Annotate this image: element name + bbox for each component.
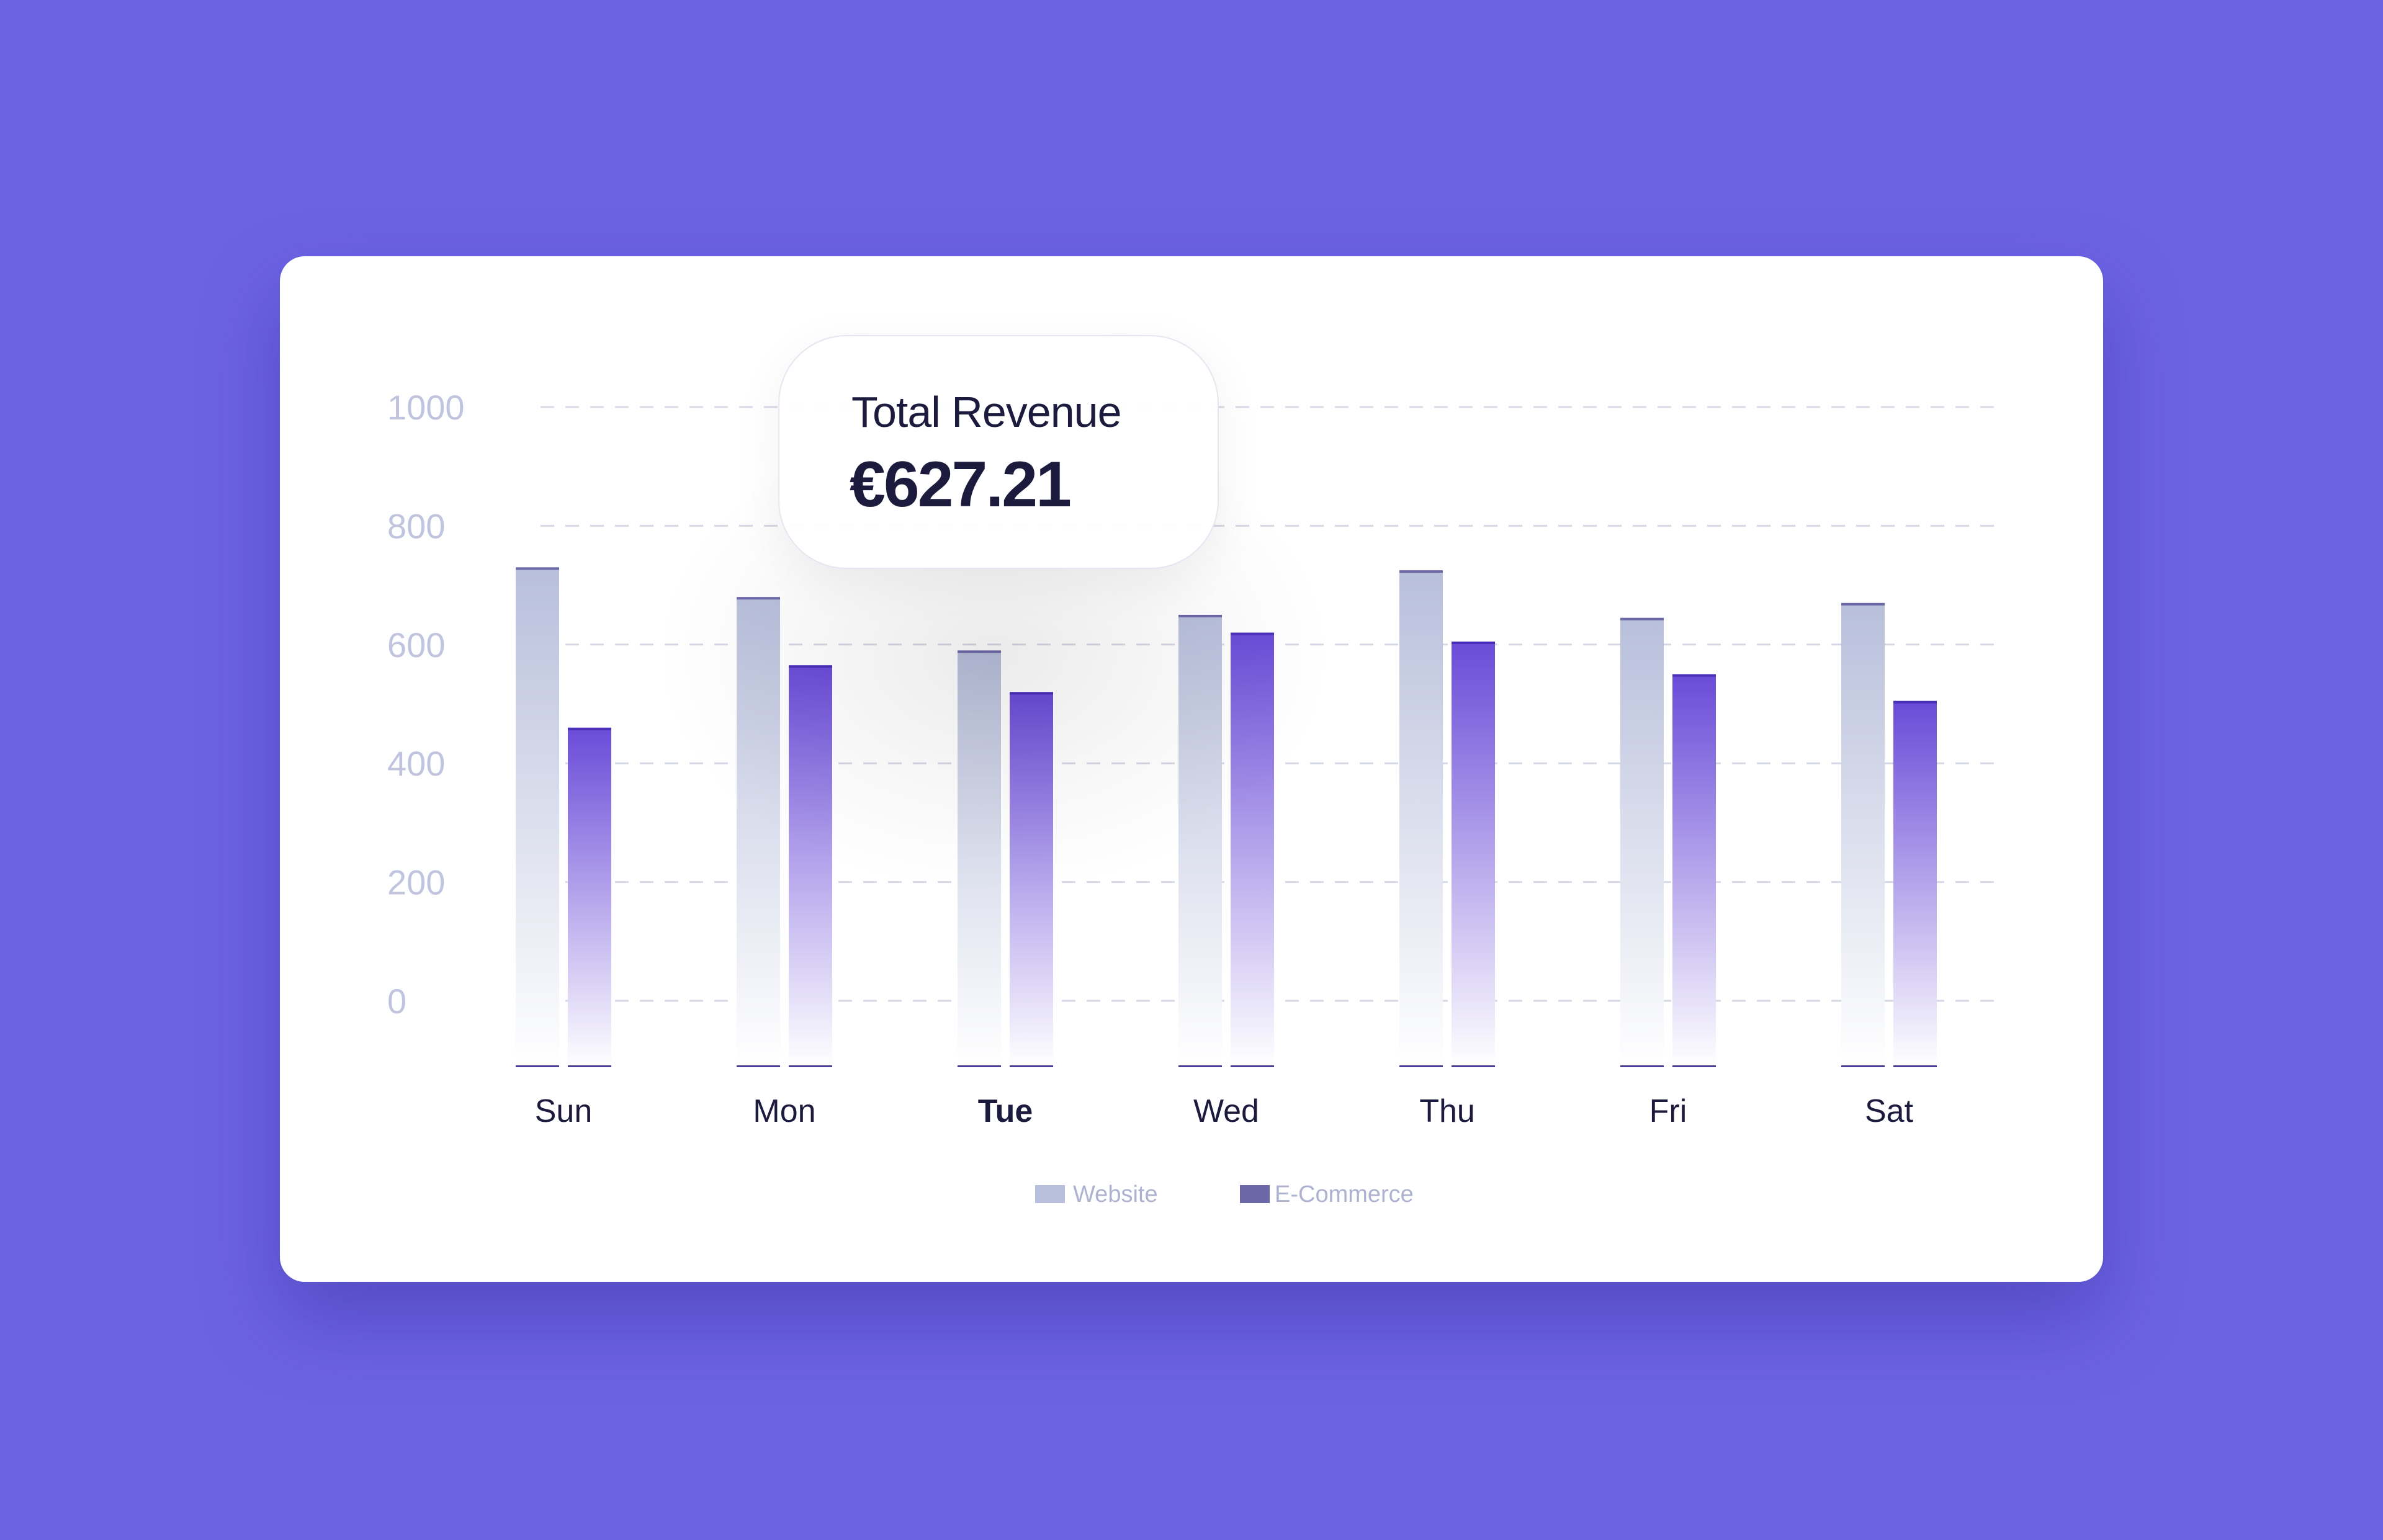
- revenue-tooltip: Total Revenue €627.21: [778, 335, 1219, 569]
- bar-fill: [958, 650, 1001, 1067]
- bar-baseline: [1452, 1065, 1495, 1067]
- bar-top-cap: [1672, 674, 1716, 677]
- y-tick-label: 800: [387, 506, 445, 545]
- y-tick-label: 200: [387, 863, 445, 902]
- y-tick-label: 600: [387, 625, 445, 665]
- bar-top-cap: [1452, 642, 1495, 645]
- bar-baseline: [568, 1065, 611, 1067]
- x-tick-label-thu: Thu: [1419, 1093, 1475, 1129]
- bar-baseline: [1893, 1065, 1937, 1067]
- bar-website-fri[interactable]: [1620, 617, 1664, 1067]
- legend-item-website: Website: [1035, 1181, 1158, 1207]
- bar-website-mon[interactable]: [737, 597, 780, 1067]
- bar-baseline: [958, 1065, 1001, 1067]
- bar-fill: [516, 567, 559, 1067]
- bar-top-cap: [1893, 701, 1937, 704]
- bar-baseline: [1620, 1065, 1664, 1067]
- bar-top-cap: [789, 665, 832, 668]
- bar-top-cap: [1399, 570, 1443, 573]
- chart-legend: Website E-Commerce: [1035, 1181, 1414, 1207]
- bar-top-cap: [1620, 617, 1664, 620]
- y-tick-label: 1000: [387, 388, 465, 427]
- bar-top-cap: [1231, 632, 1274, 635]
- bar-fill: [1841, 602, 1885, 1067]
- legend-swatch: [1035, 1185, 1065, 1203]
- bar-top-cap: [958, 650, 1001, 653]
- bar-fill: [1672, 674, 1716, 1067]
- bar-top-cap: [516, 567, 559, 570]
- bar-top-cap: [1178, 614, 1222, 617]
- bar-baseline: [1178, 1065, 1222, 1067]
- bar-baseline: [1399, 1065, 1443, 1067]
- legend-label: E-Commerce: [1275, 1181, 1414, 1207]
- bar-top-cap: [1010, 692, 1053, 695]
- bar-website-sun[interactable]: [516, 567, 559, 1067]
- legend-label: Website: [1073, 1181, 1158, 1207]
- bar-ecommerce-sat[interactable]: [1893, 701, 1937, 1067]
- bar-ecommerce-fri[interactable]: [1672, 674, 1716, 1067]
- bar-ecommerce-tue[interactable]: [1010, 692, 1053, 1067]
- x-tick-label-fri: Fri: [1649, 1093, 1687, 1129]
- legend-item-ecommerce: E-Commerce: [1240, 1181, 1414, 1207]
- bar-fill: [568, 727, 611, 1067]
- revenue-chart-card: 0 200 400 600 800 1000 Sun Mon Tue Wed Thu Fri Sat W…: [280, 256, 2103, 1282]
- x-tick-label-sun: Sun: [535, 1093, 593, 1129]
- x-tick-label-sat: Sat: [1865, 1093, 1914, 1129]
- tooltip-label: Total Revenue: [851, 388, 1122, 436]
- legend-swatch: [1240, 1185, 1270, 1203]
- bar-fill: [1620, 617, 1664, 1067]
- bar-fill: [1010, 692, 1053, 1067]
- bar-top-cap: [568, 727, 611, 730]
- bar-ecommerce-mon[interactable]: [789, 665, 832, 1067]
- bar-fill: [1893, 701, 1937, 1067]
- bar-website-wed[interactable]: [1178, 614, 1222, 1067]
- bar-website-thu[interactable]: [1399, 570, 1443, 1067]
- bar-fill: [789, 665, 832, 1067]
- bar-fill: [737, 597, 780, 1067]
- x-tick-label-tue: Tue: [978, 1093, 1033, 1129]
- bar-baseline: [1672, 1065, 1716, 1067]
- x-tick-label-wed: Wed: [1193, 1093, 1259, 1129]
- y-tick-label: 400: [387, 744, 445, 783]
- bar-baseline: [1231, 1065, 1274, 1067]
- bar-baseline: [737, 1065, 780, 1067]
- bar-fill: [1452, 642, 1495, 1067]
- bar-fill: [1399, 570, 1443, 1067]
- bar-fill: [1178, 614, 1222, 1067]
- x-tick-label-mon: Mon: [753, 1093, 815, 1129]
- tooltip-value: €627.21: [850, 449, 1072, 521]
- y-tick-label: 0: [387, 982, 406, 1021]
- bar-ecommerce-wed[interactable]: [1231, 632, 1274, 1067]
- bar-ecommerce-sun[interactable]: [568, 727, 611, 1067]
- bar-website-tue[interactable]: [958, 650, 1001, 1067]
- bar-top-cap: [737, 597, 780, 600]
- bar-baseline: [789, 1065, 832, 1067]
- bar-top-cap: [1841, 602, 1885, 606]
- bar-baseline: [1841, 1065, 1885, 1067]
- bar-ecommerce-thu[interactable]: [1452, 642, 1495, 1067]
- bar-fill: [1231, 632, 1274, 1067]
- bar-chart: 0 200 400 600 800 1000 Sun Mon Tue Wed Thu Fri Sat W…: [387, 388, 1996, 1207]
- bar-website-sat[interactable]: [1841, 602, 1885, 1067]
- bar-baseline: [516, 1065, 559, 1067]
- bar-baseline: [1010, 1065, 1053, 1067]
